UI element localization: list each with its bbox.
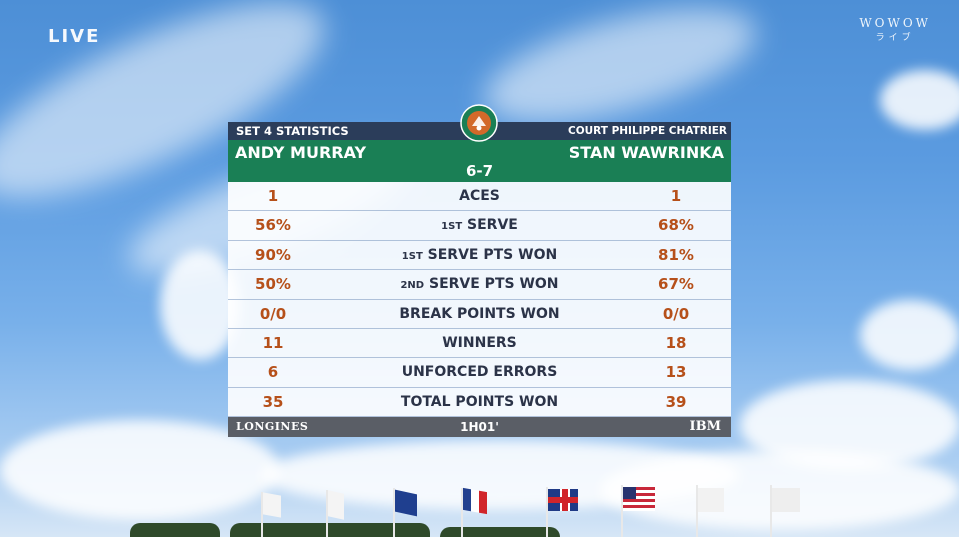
stat-label: 2ND SERVE PTS WON bbox=[228, 276, 731, 292]
player2-name: STAN WAWRINKA bbox=[568, 143, 724, 162]
player2-stat: 0/0 bbox=[662, 304, 690, 323]
player1-name: ANDY MURRAY bbox=[235, 143, 367, 162]
broadcaster-sub: ライブ bbox=[875, 33, 915, 43]
roland-garros-logo-icon bbox=[460, 104, 498, 142]
match-duration: 1H01' bbox=[460, 420, 499, 434]
white-flag-icon bbox=[328, 490, 344, 520]
broadcaster-logo: WOWOW ライブ bbox=[859, 16, 931, 43]
stat-label-text: WINNERS bbox=[442, 334, 517, 351]
flag-pole bbox=[393, 488, 395, 537]
france-flag-icon bbox=[463, 487, 487, 515]
board-footer: LONGINES 1H01' IBM bbox=[228, 417, 731, 437]
stat-row: 0/0 BREAK POINTS WON 0/0 bbox=[228, 299, 731, 329]
player2-stat: 81% bbox=[658, 245, 694, 264]
stat-label: 1ST SERVE bbox=[228, 217, 731, 233]
stat-row: 90% 1ST SERVE PTS WON 81% bbox=[228, 240, 731, 271]
stat-label-ordinal: 1ST bbox=[401, 250, 423, 262]
white-flag-icon bbox=[263, 492, 281, 518]
stat-row: 56% 1ST SERVE 68% bbox=[228, 211, 731, 241]
stat-label-text: TOTAL POINTS WON bbox=[400, 393, 559, 410]
stat-label: BREAK POINTS WON bbox=[228, 306, 731, 322]
usa-flag-canton bbox=[623, 487, 636, 499]
stat-label-ordinal: 2ND bbox=[400, 280, 425, 292]
ibm-logo: IBM bbox=[689, 419, 721, 434]
set-score: 6-7 bbox=[465, 162, 494, 180]
stat-label-text: BREAK POINTS WON bbox=[399, 305, 560, 322]
white-flag-icon bbox=[698, 488, 724, 512]
flag-pole bbox=[261, 492, 263, 537]
stat-label: TOTAL POINTS WON bbox=[228, 394, 731, 410]
player1-stat: 35 bbox=[262, 392, 284, 411]
players-header: ANDY MURRAY STAN WAWRINKA 6-7 bbox=[228, 140, 731, 182]
stat-row: 6 UNFORCED ERRORS 13 bbox=[228, 358, 731, 388]
stats-board: SET 4 STATISTICS COURT PHILIPPE CHATRIER… bbox=[228, 104, 731, 437]
stat-label: UNFORCED ERRORS bbox=[228, 364, 731, 380]
live-indicator: LIVE bbox=[48, 26, 101, 47]
stat-label-text: SERVE bbox=[467, 217, 518, 234]
uk-flag-icon bbox=[548, 489, 578, 511]
player1-stat: 6 bbox=[267, 363, 279, 382]
flag-pole bbox=[546, 487, 548, 537]
stat-row: 11 WINNERS 18 bbox=[228, 328, 731, 359]
court-name: COURT PHILIPPE CHATRIER bbox=[567, 125, 727, 137]
stat-label-text: SERVE PTS WON bbox=[428, 276, 559, 293]
player1-stat: 90% bbox=[255, 245, 291, 264]
player2-stat: 13 bbox=[665, 363, 687, 382]
flag-pole bbox=[326, 490, 328, 537]
uk-flag-cross bbox=[548, 497, 578, 503]
flag-pole bbox=[621, 485, 623, 537]
stat-label-text: SERVE PTS WON bbox=[427, 246, 558, 263]
cloud bbox=[160, 250, 240, 360]
tree-line bbox=[230, 523, 430, 537]
player1-stat: 11 bbox=[262, 333, 284, 352]
stat-label-ordinal: 1ST bbox=[441, 221, 463, 233]
player1-stat: 56% bbox=[255, 216, 291, 235]
stat-label-text: UNFORCED ERRORS bbox=[401, 364, 558, 381]
broadcaster-name: WOWOW bbox=[859, 16, 931, 30]
stat-label: ACES bbox=[228, 188, 731, 204]
set-title: SET 4 STATISTICS bbox=[236, 124, 349, 138]
stat-label: WINNERS bbox=[228, 335, 731, 351]
usa-flag-icon bbox=[623, 487, 655, 511]
player2-stat: 18 bbox=[665, 333, 687, 352]
stat-row: 35 TOTAL POINTS WON 39 bbox=[228, 387, 731, 418]
australia-flag-icon bbox=[395, 489, 417, 517]
stat-row: 1 ACES 1 bbox=[228, 182, 731, 212]
white-flag-icon bbox=[772, 488, 800, 512]
cloud bbox=[860, 300, 959, 370]
flag-pole bbox=[696, 485, 698, 537]
longines-logo: LONGINES bbox=[236, 420, 309, 433]
player2-stat: 39 bbox=[665, 392, 687, 411]
cloud bbox=[880, 70, 959, 130]
flag-pole bbox=[461, 488, 463, 537]
player2-stat: 1 bbox=[670, 187, 682, 205]
stats-table: 1 ACES 1 56% 1ST SERVE 68% 90% 1ST SERVE PTS WO… bbox=[228, 182, 731, 418]
stat-label-text: ACES bbox=[459, 188, 500, 204]
tree-line bbox=[130, 523, 220, 537]
player2-stat: 68% bbox=[658, 216, 694, 235]
player1-stat: 50% bbox=[255, 275, 291, 294]
stat-row: 50% 2ND SERVE PTS WON 67% bbox=[228, 270, 731, 300]
stat-label: 1ST SERVE PTS WON bbox=[228, 247, 731, 263]
player1-stat: 0/0 bbox=[259, 304, 287, 323]
flag-pole bbox=[770, 485, 772, 537]
player2-stat: 67% bbox=[658, 275, 694, 294]
tree-line bbox=[440, 527, 560, 537]
player1-stat: 1 bbox=[267, 187, 279, 205]
